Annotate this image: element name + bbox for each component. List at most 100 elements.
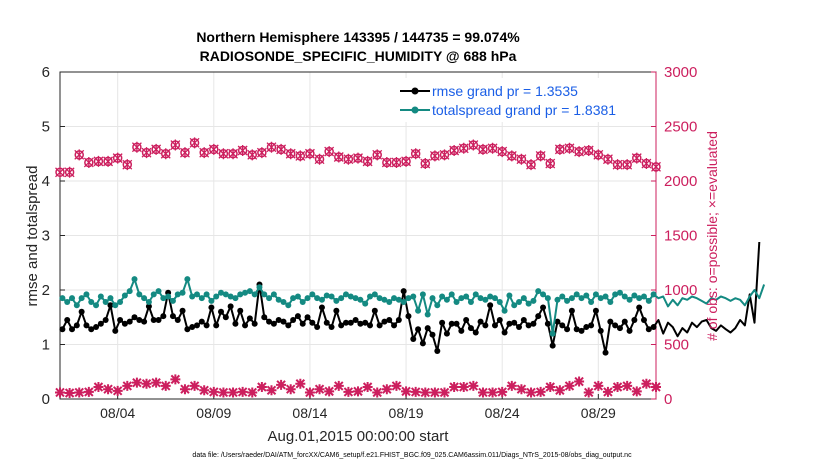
obs-possible-marker xyxy=(506,150,517,162)
series-1-point xyxy=(189,293,196,300)
series-1-point xyxy=(347,293,354,300)
obs-evaluated-cross xyxy=(612,382,623,393)
series-0-point xyxy=(410,336,417,343)
obs-evaluated-marker xyxy=(55,387,65,398)
obs-possible-cross xyxy=(554,143,565,155)
series-1-point xyxy=(439,293,446,300)
obs-possible-cross xyxy=(516,153,527,165)
obs-evaluated-cross xyxy=(228,387,239,398)
obs-possible-marker xyxy=(545,158,556,170)
obs-evaluated-marker xyxy=(535,386,546,397)
series-0-point xyxy=(251,320,258,327)
obs-evaluated-cross xyxy=(179,384,190,395)
series-0-point xyxy=(424,325,431,332)
obs-evaluated-cross xyxy=(103,384,114,395)
obs-possible-marker xyxy=(429,150,440,162)
series-1-point xyxy=(213,293,220,300)
series-0-point xyxy=(179,307,186,314)
series-1-point xyxy=(169,297,176,304)
obs-evaluated-marker xyxy=(333,380,344,391)
series-0-point xyxy=(583,324,590,331)
series-1-point xyxy=(102,298,109,305)
series-1-point xyxy=(568,295,575,302)
series-1-point xyxy=(381,296,388,303)
series-1-point xyxy=(607,298,614,305)
obs-evaluated-cross xyxy=(343,386,354,397)
series-0-point xyxy=(218,308,225,315)
obs-possible-marker xyxy=(381,156,392,168)
obs-evaluated-marker xyxy=(458,382,469,393)
series-1-point xyxy=(554,296,561,303)
obs-possible-cross xyxy=(199,147,210,159)
obs-possible-marker xyxy=(266,141,277,153)
series-1-point xyxy=(496,298,503,305)
obs-evaluated-cross xyxy=(122,380,133,391)
obs-possible-marker xyxy=(554,143,565,155)
series-0-point xyxy=(73,322,80,329)
series-1-point xyxy=(410,293,417,300)
obs-evaluated-marker xyxy=(324,386,335,397)
obs-evaluated-marker xyxy=(429,387,440,398)
series-0-point xyxy=(237,307,244,314)
obs-evaluated-cross xyxy=(237,386,248,397)
series-1-point xyxy=(530,297,537,304)
series-1-point xyxy=(491,295,498,302)
series-0-point xyxy=(592,307,599,314)
series-0-point xyxy=(616,325,623,332)
obs-possible-cross xyxy=(122,159,133,171)
x-tick-label: 08/29 xyxy=(581,405,616,421)
series-1-point xyxy=(227,293,234,300)
series-0-point xyxy=(126,318,133,325)
obs-evaluated-marker xyxy=(304,387,315,398)
obs-possible-cross xyxy=(160,148,171,160)
series-0-point xyxy=(102,316,109,323)
series-1-point xyxy=(266,295,273,302)
obs-possible-marker xyxy=(574,146,585,158)
series-0-point xyxy=(280,318,287,325)
obs-possible-cross xyxy=(420,158,431,170)
series-0-point xyxy=(107,302,114,309)
obs-possible-marker xyxy=(324,146,335,158)
series-0-point xyxy=(309,319,316,326)
x-axis-ticks: 08/04 08/09 08/14 08/19 08/24 08/29 xyxy=(100,394,616,421)
series-1-point xyxy=(544,295,551,302)
obs-evaluated-cross xyxy=(391,380,402,391)
obs-possible-cross xyxy=(391,156,402,168)
series-0-point xyxy=(525,322,532,329)
obs-evaluated-cross xyxy=(477,387,488,398)
series-0-point xyxy=(362,319,369,326)
obs-evaluated-marker xyxy=(506,380,517,391)
series-0-point xyxy=(540,304,547,311)
series-0-point xyxy=(516,324,523,331)
series-1-point xyxy=(602,293,609,300)
series-0-point xyxy=(333,307,340,314)
obs-possible-cross xyxy=(439,149,450,161)
series-0-point xyxy=(275,316,282,323)
obs-possible-marker xyxy=(93,155,104,167)
series-1-point xyxy=(246,288,253,295)
obs-possible-cross xyxy=(324,146,335,158)
series-1-point xyxy=(511,302,518,309)
obs-evaluated-marker xyxy=(151,377,162,388)
obs-evaluated-marker xyxy=(64,388,75,399)
series-0-point xyxy=(612,322,619,329)
obs-possible-marker xyxy=(247,149,258,161)
series-0-point xyxy=(131,314,138,321)
series-1-point xyxy=(222,291,229,298)
series-0-point xyxy=(290,316,297,323)
series-0-point xyxy=(314,324,321,331)
chart-title-line-2: RADIOSONDE_SPECIFIC_HUMIDITY @ 688 hPa xyxy=(200,48,517,64)
obs-possible-marker xyxy=(141,147,152,159)
obs-evaluated-cross xyxy=(468,380,479,391)
series-1-point xyxy=(501,307,508,314)
series-1-point xyxy=(64,298,71,305)
obs-evaluated-marker xyxy=(362,382,373,393)
series-0-point xyxy=(607,318,614,325)
obs-evaluated-cross xyxy=(564,380,575,391)
obs-evaluated-cross xyxy=(487,387,498,398)
y-tick-label-left: 1 xyxy=(42,337,50,354)
obs-possible-cross xyxy=(497,146,508,158)
y-tick-label-right: 2500 xyxy=(664,119,697,136)
obs-evaluated-marker xyxy=(189,380,200,391)
series-1-point xyxy=(333,297,340,304)
